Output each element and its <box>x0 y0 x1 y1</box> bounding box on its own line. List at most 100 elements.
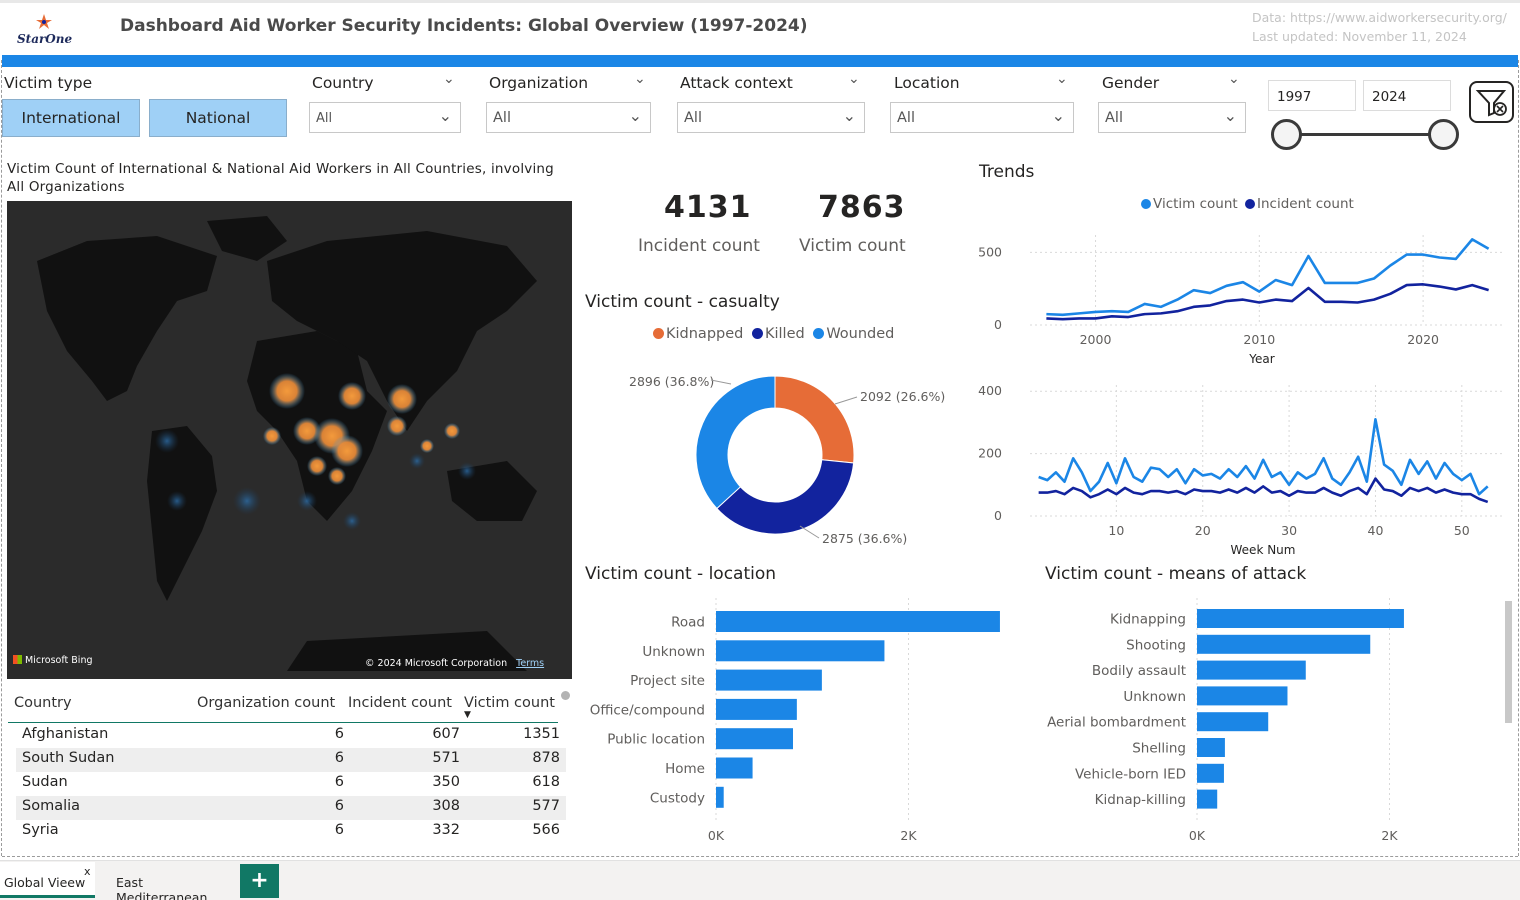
x-tick-label: 2010 <box>1243 332 1275 347</box>
means-chart-scrollbar[interactable] <box>1505 601 1512 723</box>
bar-unknown[interactable] <box>1197 686 1288 706</box>
legend-wounded[interactable]: Wounded <box>826 326 895 342</box>
category-label: Shelling <box>1132 741 1186 757</box>
bar-road[interactable] <box>716 611 1000 632</box>
canvas-border-right <box>1518 60 1519 856</box>
chevron-down-icon[interactable]: ⌄ <box>848 71 860 87</box>
bar-bodily-assault[interactable] <box>1197 660 1306 680</box>
victim-type-national-button[interactable]: National <box>149 99 287 137</box>
year-from-input[interactable]: 1997 <box>1268 80 1356 111</box>
slice-kidnapped[interactable] <box>774 375 855 464</box>
copyright-text: © 2024 Microsoft Corporation <box>365 658 508 669</box>
category-label: Unknown <box>642 644 705 660</box>
map-visual[interactable]: Microsoft Bing © 2024 Microsoft Corporat… <box>7 201 572 679</box>
table-row[interactable]: Syria 6 332 566 <box>16 820 566 844</box>
year-slider-start-handle[interactable] <box>1271 119 1302 150</box>
series-line-incident-count[interactable] <box>1046 283 1490 321</box>
victim-count-value: 7863 <box>818 190 906 225</box>
chevron-down-icon: ⌄ <box>842 106 856 125</box>
clear-filters-button[interactable] <box>1469 81 1514 123</box>
microsoft-logo-icon <box>13 655 22 664</box>
slice-wounded[interactable] <box>695 375 776 510</box>
bar-shelling[interactable] <box>1197 738 1225 757</box>
legend-dot-wounded <box>813 328 825 339</box>
header-divider <box>8 722 558 723</box>
year-slider-end-handle[interactable] <box>1428 119 1459 150</box>
y-tick-label: 0 <box>994 508 1002 523</box>
organization-value: All <box>493 110 511 126</box>
bar-vehicle-born-ied[interactable] <box>1197 763 1224 783</box>
legend-incident-count[interactable]: Incident count <box>1256 196 1354 212</box>
country-slicer-label: Country <box>312 74 374 92</box>
tab-east-mediterranean[interactable]: East Mediterranean <box>96 862 238 900</box>
tab-global-view[interactable]: Global Vieew x <box>0 862 95 898</box>
legend-victim-count[interactable]: Victim count <box>1153 196 1238 212</box>
chevron-down-icon[interactable]: ⌄ <box>634 71 646 87</box>
trends-title: Trends <box>979 162 1035 182</box>
cell-victim-count: 1351 <box>523 726 560 742</box>
terms-link[interactable]: Terms <box>516 658 545 669</box>
slice-killed[interactable] <box>716 459 855 535</box>
y-tick-label: 200 <box>978 446 1002 461</box>
col-header-incident-count[interactable]: Incident count <box>348 695 452 711</box>
cell-organization-count: 6 <box>334 822 344 838</box>
table-row[interactable]: Somalia 6 308 577 <box>16 796 566 820</box>
legend-kidnapped[interactable]: Kidnapped <box>666 326 744 342</box>
series-line-victim-count[interactable] <box>1038 418 1489 496</box>
series-line-victim-count[interactable] <box>1046 238 1490 317</box>
world-map <box>37 216 537 671</box>
series-line-incident-count[interactable] <box>1038 477 1489 504</box>
chevron-down-icon: ⌄ <box>438 106 452 125</box>
year-to-input[interactable]: 2024 <box>1363 80 1451 111</box>
victim-count-label: Victim count <box>799 236 906 256</box>
location-chart-title-text: Victim count - location <box>585 564 777 584</box>
x-tick-label: 10 <box>1108 523 1124 538</box>
close-tab-icon[interactable]: x <box>84 865 91 878</box>
header-bar <box>2 55 1518 67</box>
table-row[interactable]: Afghanistan 6 607 1351 <box>16 724 566 748</box>
location-dropdown[interactable]: All ⌄ <box>890 102 1074 133</box>
bar-public-location[interactable] <box>716 728 793 750</box>
col-header-victim-count[interactable]: Victim count <box>464 695 555 711</box>
victim-type-international-button[interactable]: International <box>2 99 140 137</box>
col-header-organization-count[interactable]: Organization count <box>197 695 336 711</box>
bar-home[interactable] <box>716 757 753 779</box>
gender-dropdown[interactable]: All ⌄ <box>1098 102 1246 133</box>
country-dropdown[interactable]: All ⌄ <box>309 102 461 133</box>
chevron-down-icon[interactable]: ⌄ <box>443 71 455 87</box>
bar-shooting[interactable] <box>1197 634 1371 654</box>
chevron-down-icon[interactable]: ⌄ <box>1228 71 1240 87</box>
category-label: Vehicle-born IED <box>1075 766 1186 782</box>
add-page-button[interactable]: + <box>240 864 279 898</box>
cell-country: Somalia <box>22 798 81 814</box>
organization-dropdown[interactable]: All ⌄ <box>486 102 651 133</box>
casualty-donut[interactable]: 2896 (36.8%) 2092 (26.6%) 2875 (36.6%) <box>585 360 975 560</box>
scroll-indicator[interactable] <box>561 691 570 700</box>
chevron-down-icon: ⌄ <box>628 106 642 125</box>
incident-count-value: 4131 <box>664 190 752 225</box>
bar-custody[interactable] <box>716 786 724 808</box>
location-bar-chart[interactable]: 0K 2K Road Unknown Project site Office/compou… <box>560 598 1030 848</box>
chevron-down-icon[interactable]: ⌄ <box>1056 71 1068 87</box>
bar-kidnap-killing[interactable] <box>1197 789 1218 809</box>
category-label: Custody <box>650 790 705 806</box>
chevron-down-icon: ⌄ <box>1051 106 1065 125</box>
attack-context-dropdown[interactable]: All ⌄ <box>677 102 865 133</box>
bar-kidnapping[interactable] <box>1197 609 1404 628</box>
col-header-country[interactable]: Country <box>14 695 72 711</box>
legend-killed[interactable]: Killed <box>764 326 805 342</box>
table-row[interactable]: South Sudan 6 571 878 <box>16 748 566 772</box>
cell-incident-count: 571 <box>432 750 460 766</box>
means-bar-chart[interactable]: 0K 2K Kidnapping Shooting Bodily assault Unkn… <box>1040 598 1510 848</box>
location-slicer-label: Location <box>894 74 960 92</box>
bar-aerial-bombardment[interactable] <box>1197 712 1269 732</box>
year-slider-track[interactable] <box>1287 133 1444 136</box>
bar-project-site[interactable] <box>716 669 822 691</box>
cell-country: Sudan <box>22 774 68 790</box>
table-row[interactable]: Sudan 6 350 618 <box>16 772 566 796</box>
bar-office-compound[interactable] <box>716 698 797 720</box>
bar-unknown[interactable] <box>716 640 885 662</box>
victim-type-label: Victim type <box>4 74 93 92</box>
bing-label: Microsoft Bing <box>25 655 93 666</box>
